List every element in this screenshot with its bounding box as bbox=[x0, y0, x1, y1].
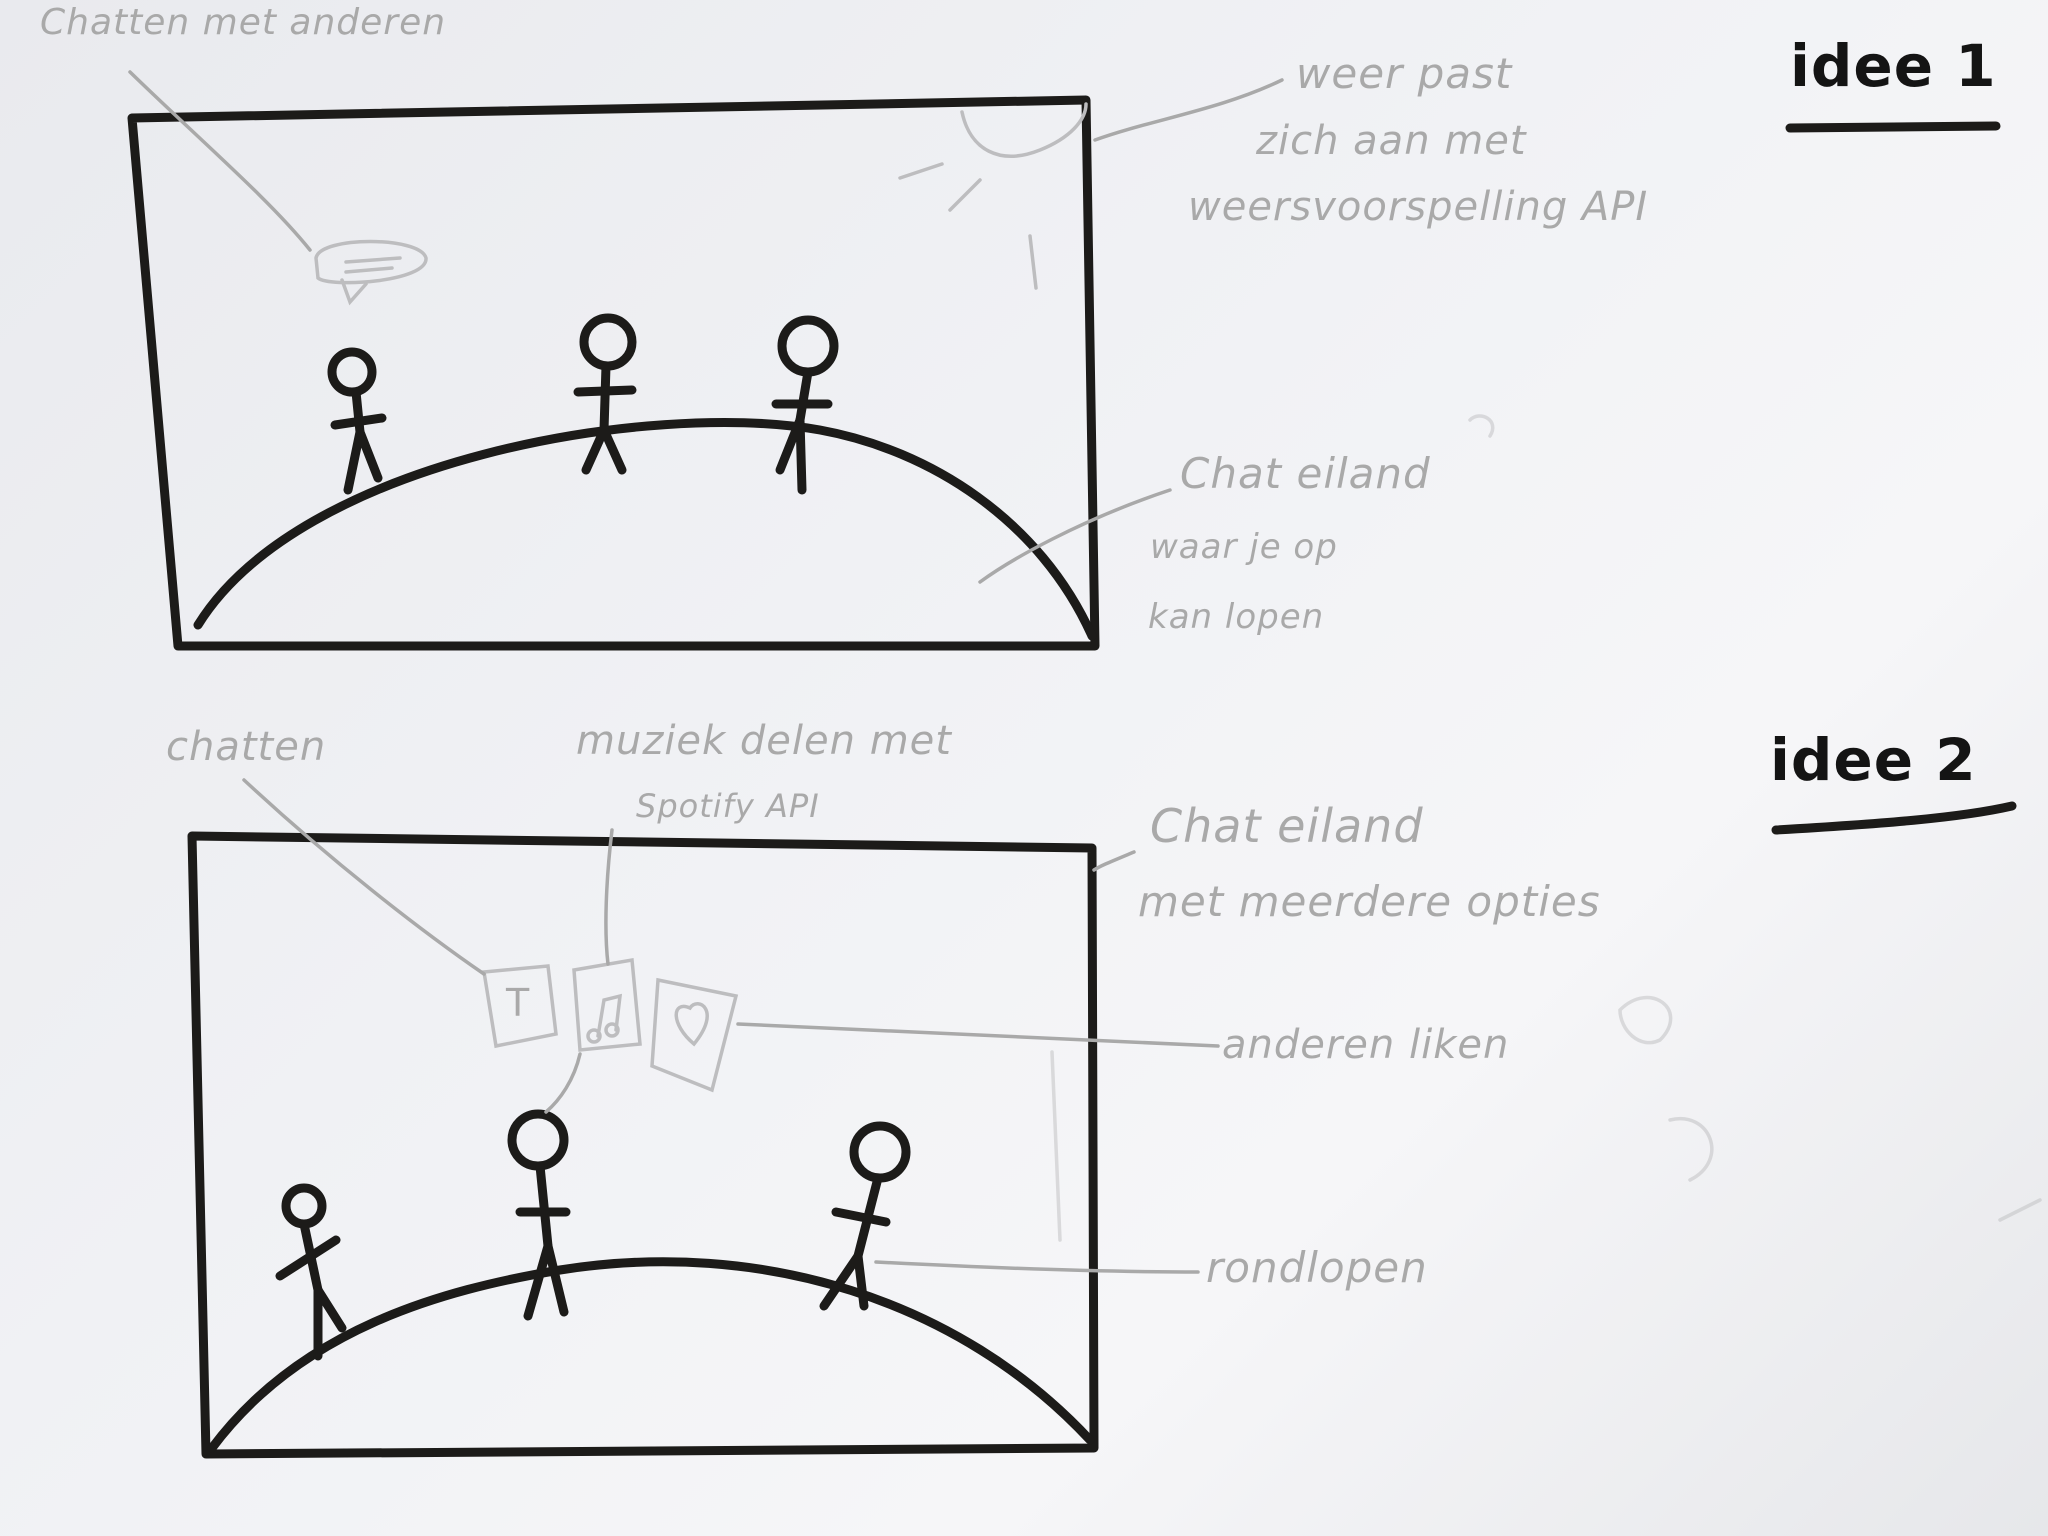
idea2-like-annotation: anderen liken bbox=[1222, 1022, 1510, 1068]
idea2-music-pointer bbox=[604, 828, 614, 966]
idea2-music-annotation-line1: muziek delen met bbox=[576, 718, 952, 764]
idea2-chat-card-icon bbox=[481, 964, 558, 1049]
idea2-chat-pointer bbox=[242, 778, 486, 976]
idea1-weather-annotation-line1: weer past bbox=[1296, 49, 1513, 98]
idea1-figure-right bbox=[771, 315, 839, 495]
idea1-speech-bubble-icon bbox=[314, 239, 428, 306]
idea2-island bbox=[207, 1257, 1095, 1453]
idea2-frame bbox=[187, 831, 1099, 1459]
idea1-title: idee 1 bbox=[1790, 32, 1997, 100]
idea2-figure-middle bbox=[507, 1109, 571, 1321]
idea2-island-pointer bbox=[1092, 850, 1136, 872]
idea2-like-pointer bbox=[736, 1022, 1220, 1048]
idea1-figure-left bbox=[327, 347, 387, 495]
idea2-walk-annotation: rondlopen bbox=[1206, 1243, 1428, 1292]
idea1-chat-annotation: Chatten met anderen bbox=[40, 2, 447, 43]
idea2-title-underline bbox=[1771, 801, 2017, 835]
idea1-island-annotation-line2: waar je op bbox=[1150, 527, 1338, 567]
idea2-figure-pointer bbox=[544, 1052, 582, 1114]
idea1-title-underline bbox=[1785, 121, 2001, 133]
idea2-figure-left bbox=[275, 1183, 347, 1361]
idea1-figure-middle bbox=[573, 313, 637, 475]
idea1-island-annotation-line1: Chat eiland bbox=[1180, 449, 1431, 498]
idea2-heart-card-icon bbox=[650, 977, 739, 1093]
idea2-walk-pointer bbox=[874, 1260, 1200, 1274]
idea2-music-card-icon bbox=[572, 957, 642, 1052]
idea1-island-annotation-line3: kan lopen bbox=[1148, 597, 1325, 637]
idea1-sun-icon bbox=[898, 102, 1088, 290]
idea1-island bbox=[193, 418, 1097, 641]
idea2-chat-annotation: chatten bbox=[166, 724, 327, 770]
idea1-frame bbox=[127, 95, 1100, 651]
idea1-chat-pointer bbox=[128, 70, 312, 252]
erased-doodles bbox=[1050, 414, 2042, 1242]
idea2-chat-card-letter: T bbox=[506, 981, 531, 1025]
idea2-music-annotation-line2: Spotify API bbox=[636, 787, 820, 825]
idea2-title: idee 2 bbox=[1770, 726, 1977, 794]
idea1-weather-pointer bbox=[1093, 78, 1284, 142]
idea1-island-pointer bbox=[978, 488, 1172, 584]
idea2-island-annotation-line1: Chat eiland bbox=[1150, 799, 1424, 853]
idea2-figure-right bbox=[819, 1121, 911, 1311]
idea1-weather-annotation-line3: weersvoorspelling API bbox=[1188, 184, 1649, 230]
idea2-island-annotation-line2: met meerdere opties bbox=[1138, 877, 1601, 926]
idea1-weather-annotation-line2: zich aan met bbox=[1256, 118, 1527, 164]
